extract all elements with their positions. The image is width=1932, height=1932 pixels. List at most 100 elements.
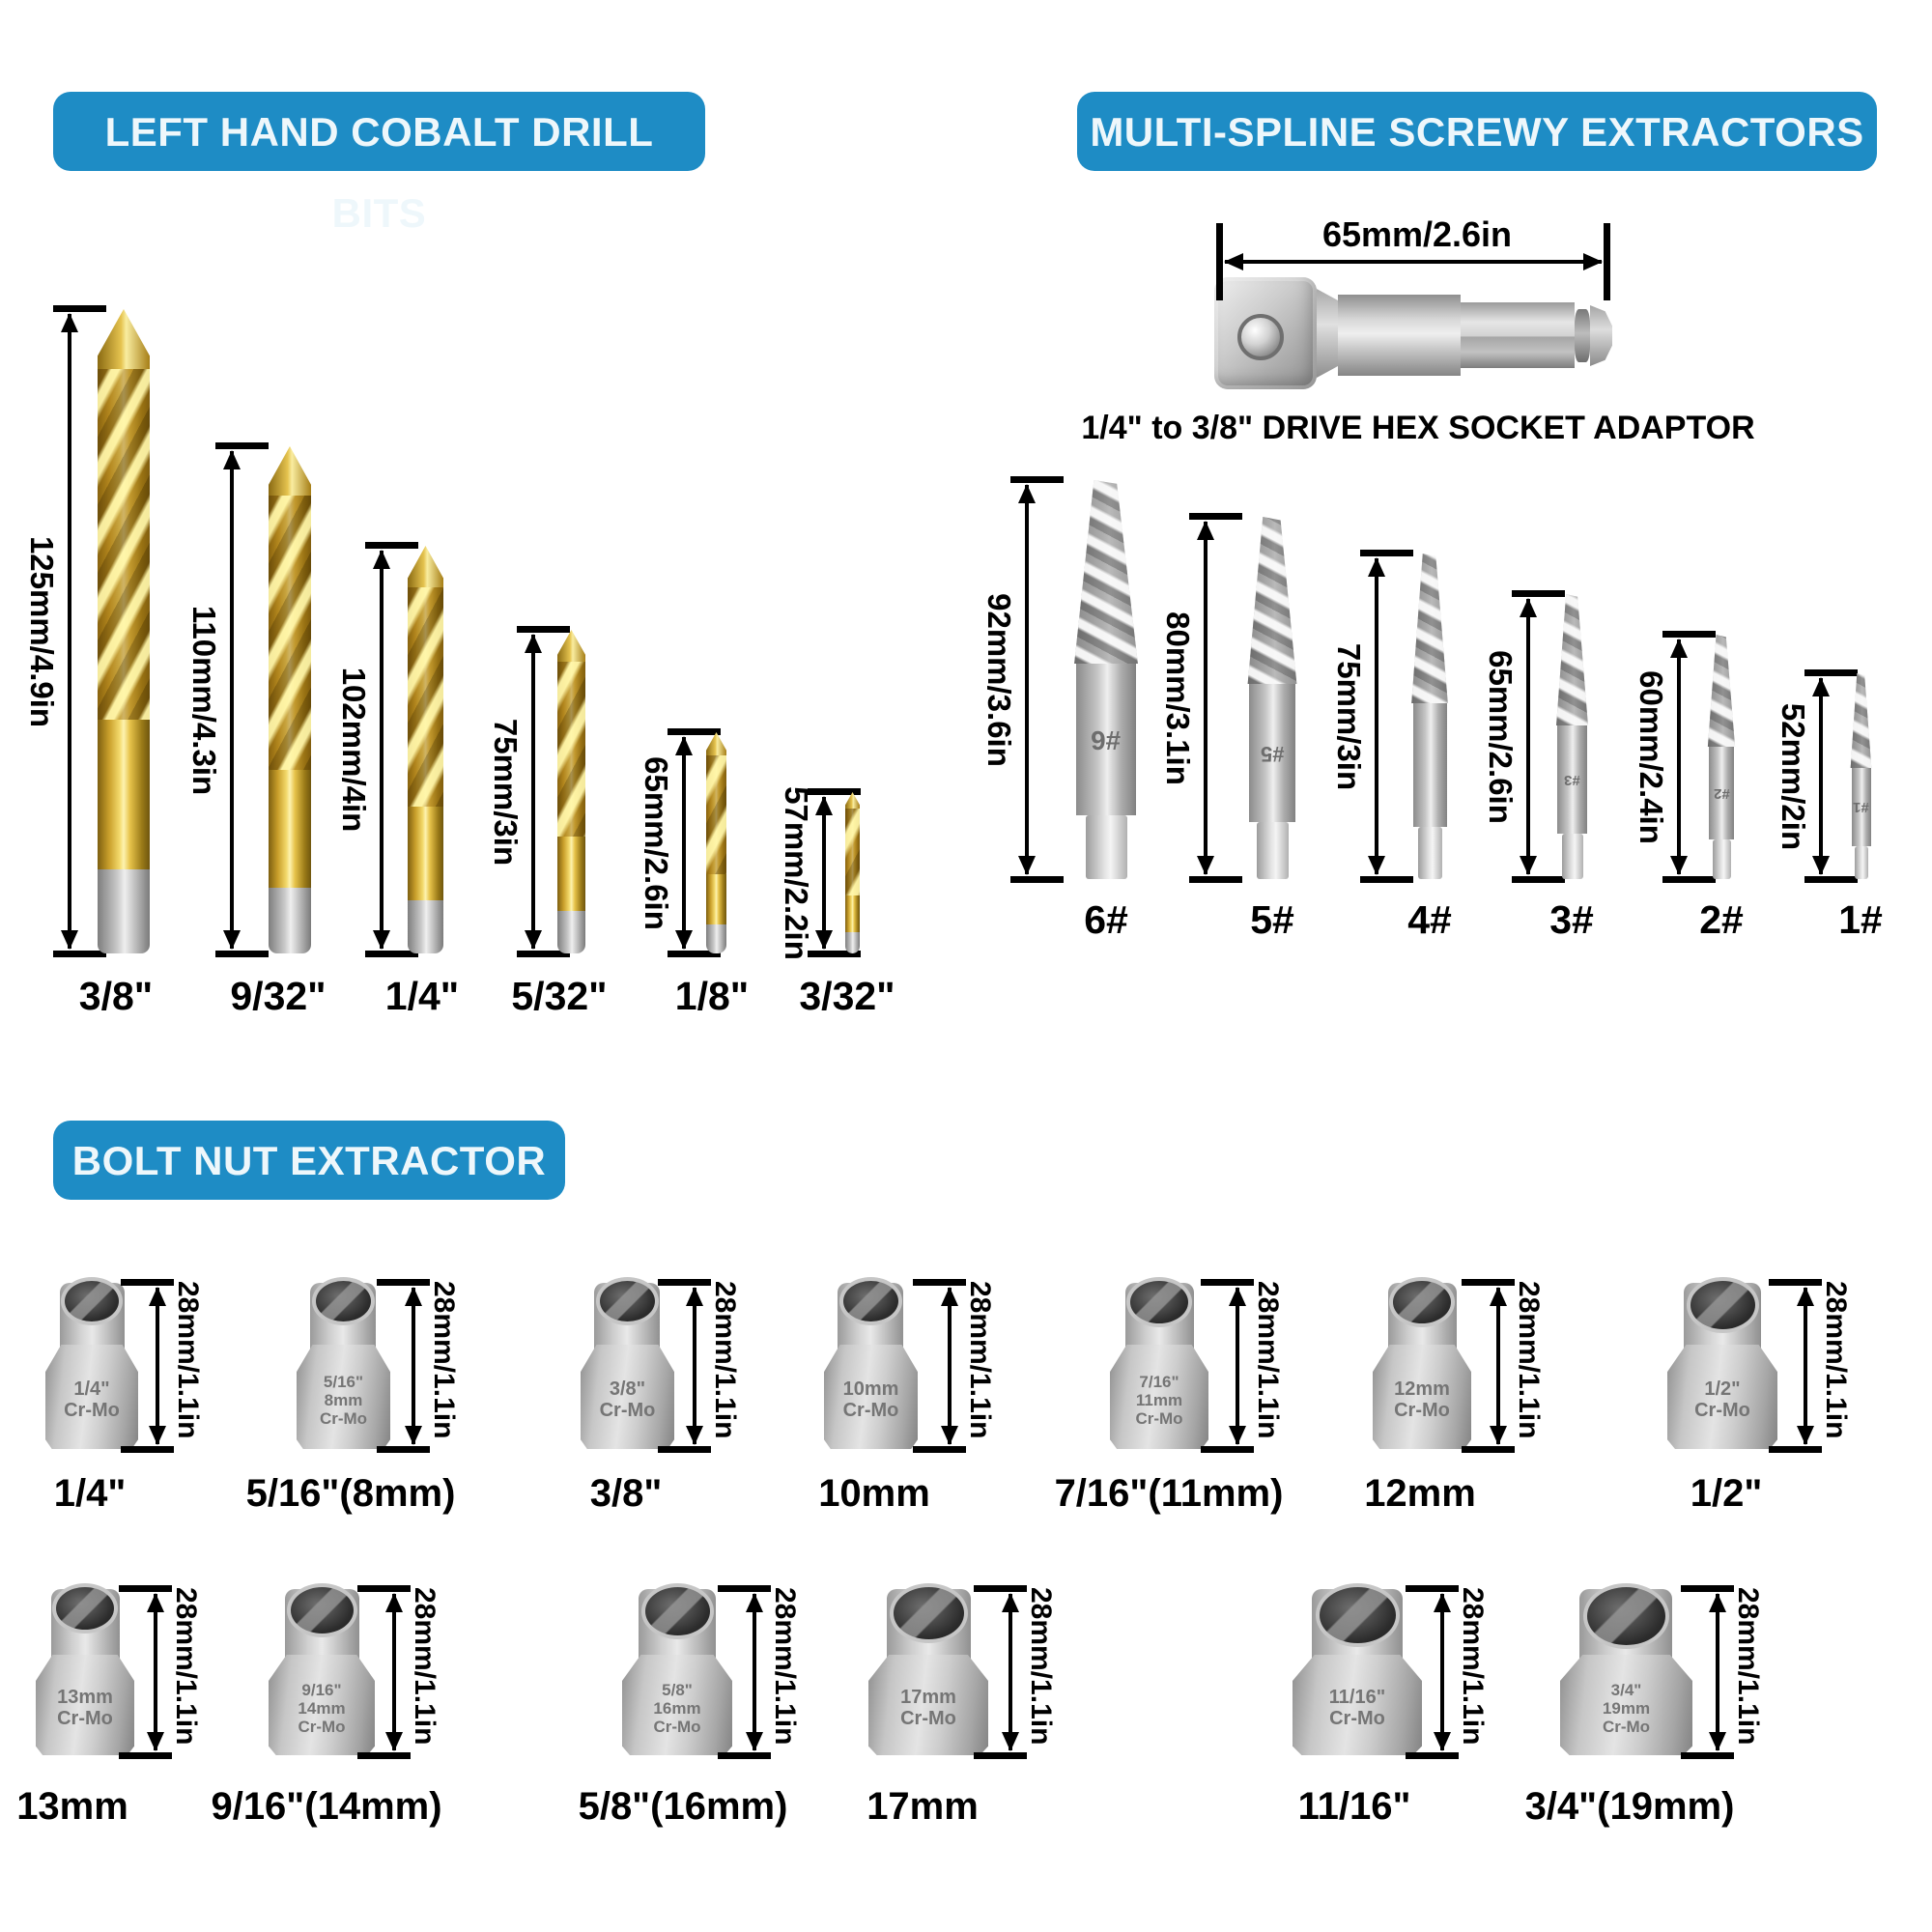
socket-height-label: 28mm/1.1in [170, 1587, 202, 1746]
arrow-cap-bottom [377, 1446, 430, 1453]
section-header-bolt-nut-extractor: BOLT NUT EXTRACTOR [53, 1121, 565, 1200]
arrow-line [1204, 522, 1208, 874]
extractor-spiral-tip [1247, 517, 1297, 684]
extractor-body: #6 [1076, 664, 1136, 815]
socket-size-label: 7/16"(11mm) [1054, 1472, 1284, 1515]
drill-bit-size-label: 5/32" [511, 974, 608, 1018]
socket-height-label: 28mm/1.1in [428, 1281, 460, 1439]
arrow-head-down [1520, 856, 1537, 875]
socket-size-label: 10mm [818, 1472, 930, 1515]
arrow-line [753, 1594, 756, 1750]
socket-height-label: 28mm/1.1in [964, 1281, 996, 1439]
extractor-engraving: #3 [1564, 771, 1580, 788]
arrow-head-down [686, 1426, 703, 1445]
drill-bit-tip [269, 446, 311, 496]
arrow-line [682, 737, 686, 949]
socket-engraving-line: Cr-Mo [900, 1708, 956, 1729]
arrow-cap-bottom [1010, 876, 1064, 883]
drill-bit-size-label: 1/8" [674, 974, 750, 1018]
socket-hex-base: 17mm Cr-Mo [868, 1655, 988, 1755]
socket-size-label: 5/16"(8mm) [245, 1472, 456, 1515]
arrow-cap-bottom [215, 951, 269, 957]
socket-opening [1687, 1277, 1759, 1333]
arrow-head-up [686, 1287, 703, 1306]
arrow-cap-top [668, 728, 721, 735]
socket-height-label: 28mm/1.1in [1820, 1281, 1852, 1439]
arrow-head-down [746, 1732, 763, 1751]
arrow-head-down [941, 1426, 958, 1445]
arrow-line [412, 1288, 415, 1444]
socket-engraving-line: Cr-Mo [599, 1400, 656, 1421]
arrow-cap-top [1360, 550, 1413, 556]
arrow-line [1819, 678, 1823, 874]
socket-hex-base: 10mm Cr-Mo [824, 1345, 918, 1449]
socket-height-label: 28mm/1.1in [769, 1587, 801, 1746]
drill-bit-tip [557, 630, 585, 662]
arrow-cap-top [1462, 1279, 1515, 1286]
arrow-line [392, 1594, 396, 1750]
socket-size-label: 9/16"(14mm) [211, 1785, 442, 1828]
arrow-cap-top [121, 1279, 174, 1286]
arrow-cap-top [808, 788, 861, 795]
extractor-square-shank [1712, 839, 1731, 879]
arrow-cap-bottom [1662, 876, 1716, 883]
drill-bit-tip [98, 309, 150, 369]
arrow-cap-top [1201, 1279, 1254, 1286]
screw-extractor: #1 [1850, 673, 1872, 879]
drill-bit-shank [557, 837, 585, 911]
socket-engraving-line: 7/16" [1139, 1372, 1179, 1391]
arrow-cap-top [517, 626, 570, 633]
extractor-length-label: 52mm/2in [1776, 702, 1811, 851]
arrow-cap-top [658, 1279, 711, 1286]
arrow-head-up [675, 736, 693, 755]
socket-engraving-line: Cr-Mo [1602, 1717, 1651, 1736]
socket-engraving-line: 12mm [1394, 1378, 1450, 1400]
socket-engraving: 12mm Cr-Mo [1394, 1378, 1450, 1421]
screw-extractor: #3 [1555, 594, 1589, 879]
drill-bit-size-label: 3/32" [799, 974, 895, 1018]
arrow-cap-bottom [1462, 1446, 1515, 1453]
extractor-body: #2 [1709, 747, 1734, 839]
extractor-size-label: 3# [1549, 897, 1594, 942]
drill-bit [98, 309, 150, 953]
socket-hex-base: 1/2" Cr-Mo [1667, 1345, 1777, 1449]
drill-bit-size-label: 9/32" [230, 974, 327, 1018]
socket-engraving: 5/8" 16mm Cr-Mo [653, 1681, 700, 1736]
socket-size-label: 1/4" [53, 1472, 127, 1515]
socket-opening [1389, 1277, 1455, 1327]
arrow-head-up [385, 1593, 403, 1612]
socket-engraving-line: 19mm [1602, 1698, 1651, 1718]
arrow-cap-top [119, 1585, 172, 1592]
socket-engraving-line: 1/4" [73, 1378, 110, 1400]
socket-size-label: 5/8"(16mm) [578, 1785, 788, 1828]
socket-height-label: 28mm/1.1in [1513, 1281, 1545, 1439]
arrow-head-up [1797, 1287, 1814, 1306]
arrow-cap-bottom [119, 1752, 172, 1759]
socket-engraving: 1/2" Cr-Mo [1694, 1378, 1750, 1421]
socket-engraving-line: 8mm [324, 1390, 363, 1409]
socket-engraving-line: 11mm [1135, 1390, 1183, 1409]
arrow-cap-bottom [718, 1752, 771, 1759]
drill-bit [845, 792, 860, 953]
drill-bit-flutes [706, 755, 726, 874]
adaptor-caption: 1/4" to 3/8" DRIVE HEX SOCKET ADAPTOR [1081, 410, 1755, 446]
arrow-head-down [223, 930, 241, 950]
socket-engraving-line: 5/16" [323, 1372, 364, 1391]
arrow-head-up [1368, 557, 1385, 577]
section-header-screw-extractors: MULTI-SPLINE SCREWY EXTRACTORS [1077, 92, 1877, 171]
extractor-body: #3 [1557, 725, 1587, 834]
arrow-head-up [1229, 1287, 1246, 1306]
arrow-head-down [1812, 856, 1830, 875]
arrow-line [1716, 1594, 1719, 1750]
extractor-square-shank [1854, 846, 1868, 879]
arrow-head-up [746, 1593, 763, 1612]
arrow-cap-top [377, 1279, 430, 1286]
drill-bit-length-label: 125mm/4.9in [24, 535, 60, 728]
arrow-cap-bottom [517, 951, 570, 957]
socket-opening [52, 1583, 118, 1634]
drill-bit-shank-end [98, 869, 150, 953]
arrow-head-up [147, 1593, 164, 1612]
extractor-length-label: 75mm/3in [1331, 642, 1367, 791]
arrow-head-up [1002, 1593, 1019, 1612]
socket-opening [641, 1583, 714, 1639]
